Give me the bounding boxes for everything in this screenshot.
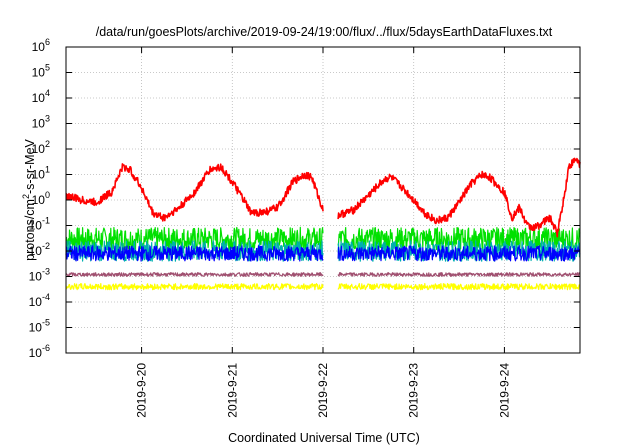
grid — [66, 47, 580, 353]
y-tick-label: 101 — [32, 165, 50, 182]
y-axis-label: protons/cm2-s-sr-MeV — [21, 138, 37, 260]
y-tick-label: 104 — [32, 88, 50, 105]
x-tick-label: 2019-9-24 — [497, 363, 511, 418]
x-tick-label: 2019-9-20 — [135, 363, 149, 418]
x-tick-label: 2019-9-21 — [225, 363, 239, 418]
series-line — [65, 283, 581, 291]
y-tick-label: 102 — [32, 139, 50, 156]
y-tick-label: 105 — [32, 63, 50, 80]
series-line — [65, 272, 581, 277]
y-tick-label: 10-4 — [29, 292, 50, 309]
chart-title: /data/run/goesPlots/archive/2019-09-24/1… — [96, 25, 553, 39]
series-line — [65, 157, 581, 238]
y-tick-label: 106 — [32, 37, 50, 54]
axis-ticks — [66, 46, 580, 354]
x-tick-label: 2019-9-23 — [407, 363, 421, 418]
y-tick-label: 10-5 — [29, 318, 50, 335]
y-tick-labels: 10-6 10-5 10-4 10-3 10-2 10-1 100 101 102 103 104 1… — [29, 37, 50, 360]
y-tick-label: 10-3 — [29, 267, 50, 284]
y-tick-label: 103 — [32, 114, 50, 131]
series-group — [65, 157, 581, 291]
y-tick-label: 10-1 — [29, 216, 50, 233]
x-tick-label: 2019-9-22 — [316, 363, 330, 418]
y-tick-label: 10-2 — [29, 241, 50, 258]
y-tick-label: 100 — [32, 190, 50, 207]
x-axis-label: Coordinated Universal Time (UTC) — [228, 431, 420, 445]
series-line — [65, 245, 581, 262]
y-tick-label: 10-6 — [29, 343, 50, 360]
x-tick-labels: 2019-9-20 2019-9-21 2019-9-22 2019-9-23 2019… — [135, 363, 512, 418]
